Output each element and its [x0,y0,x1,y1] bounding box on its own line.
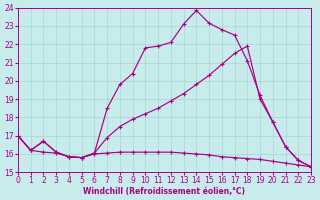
X-axis label: Windchill (Refroidissement éolien,°C): Windchill (Refroidissement éolien,°C) [84,187,245,196]
